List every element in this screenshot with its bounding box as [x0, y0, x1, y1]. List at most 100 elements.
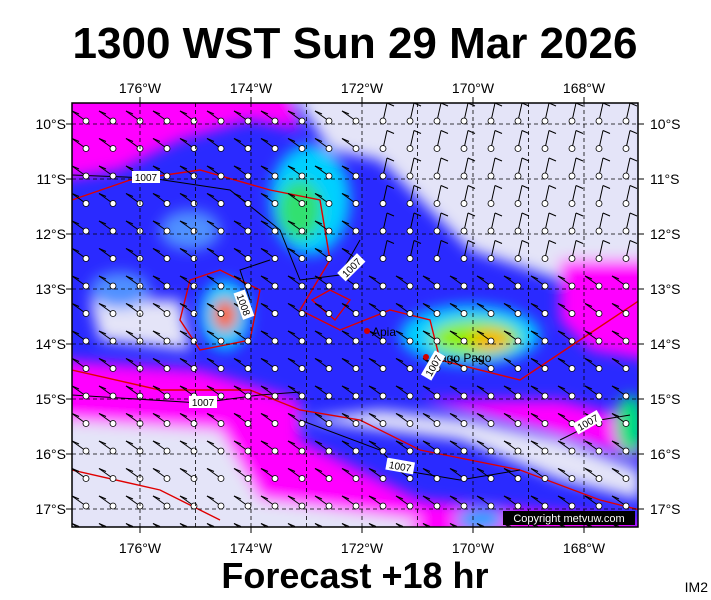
barb-station: [298, 282, 306, 290]
barb-station: [109, 255, 117, 262]
isobar-label: 1007: [132, 171, 160, 184]
wind-barb: [514, 240, 530, 262]
wind-barb: [233, 440, 252, 455]
barb-flag: [530, 358, 539, 362]
barb-flag: [125, 358, 134, 362]
barb-flag: [629, 157, 638, 162]
barb-station: [325, 255, 333, 262]
barb-flag: [602, 185, 611, 189]
barb-station: [406, 172, 414, 180]
barb-station: [379, 447, 387, 455]
barb-station: [190, 365, 198, 372]
barb-flag: [260, 220, 269, 225]
barb-station: [271, 255, 279, 262]
barb-station: [352, 145, 360, 152]
barb-flag: [98, 495, 107, 500]
barb-station: [325, 200, 333, 207]
isobar-label-box: [132, 171, 160, 183]
barb-station: [379, 282, 387, 290]
wind-barb: [233, 523, 242, 527]
barb-staff: [368, 523, 375, 527]
lon-label: 174°W: [230, 540, 273, 556]
barb-station: [244, 117, 252, 125]
lon-label: 174°W: [230, 80, 273, 96]
wind-barb: [233, 385, 252, 400]
wind-barb: [260, 413, 279, 427]
barb-station: [325, 365, 333, 372]
barb-station: [433, 392, 441, 400]
wind-barb: [98, 523, 107, 527]
wind-barb: [98, 303, 117, 317]
barb-station: [271, 420, 279, 427]
barb-flag: [125, 303, 134, 307]
barb-flag: [557, 440, 566, 445]
barb-flag: [476, 303, 485, 307]
wind-barb: [341, 303, 360, 317]
wind-barb: [287, 138, 306, 152]
wind-barb: [287, 275, 306, 290]
barb-flag: [521, 212, 530, 217]
barb-flag: [152, 193, 161, 197]
barb-flag: [206, 440, 215, 445]
barb-flag: [386, 185, 395, 189]
barb-flag: [125, 468, 134, 472]
barb-flag: [179, 440, 188, 445]
barb-station: [460, 117, 468, 125]
barb-flag: [530, 440, 539, 445]
barb-flag: [287, 138, 296, 142]
barb-flag: [72, 193, 80, 197]
barb-flag: [206, 358, 215, 362]
wind-barb: [379, 130, 395, 152]
barb-flag: [179, 220, 188, 225]
barb-flag: [287, 440, 296, 445]
barb-flag: [476, 440, 485, 445]
barb-station: [460, 200, 468, 207]
wind-barb: [584, 303, 603, 317]
barb-station: [622, 117, 630, 125]
barb-station: [595, 172, 603, 180]
barb-flag: [233, 248, 242, 252]
barb-station: [109, 227, 117, 235]
barb-flag: [233, 358, 242, 362]
barb-station: [595, 475, 603, 482]
barb-flag: [287, 495, 296, 500]
barb-flag: [152, 248, 161, 252]
wind-barb: [503, 440, 522, 455]
barb-station: [595, 282, 603, 290]
wind-barb: [98, 275, 117, 290]
wind-barb: [503, 468, 522, 482]
barb-station: [595, 200, 603, 207]
barb-station: [272, 531, 278, 537]
barb-flag: [341, 193, 350, 197]
barb-flag: [602, 130, 611, 134]
barb-flag: [179, 413, 188, 417]
barb-flag: [611, 495, 620, 500]
isobar-label: 1007: [189, 396, 217, 409]
barb-station: [487, 502, 495, 510]
barb-flag: [530, 275, 539, 280]
barb-flag: [341, 495, 350, 500]
barb-flag: [260, 468, 269, 472]
barb-flag: [233, 220, 242, 225]
barb-flag: [449, 440, 458, 445]
barb-flag: [98, 523, 107, 527]
barb-flag: [395, 523, 404, 527]
barb-station: [541, 200, 549, 207]
barb-station: [163, 365, 171, 372]
barb-flag: [287, 275, 296, 280]
wind-barb: [72, 248, 90, 262]
barb-station: [82, 310, 90, 317]
barb-flag: [557, 275, 566, 280]
wind-barb: [379, 240, 395, 262]
barb-station: [244, 337, 252, 345]
barb-station: [433, 227, 441, 235]
wind-barb: [503, 385, 522, 400]
wind-barb: [179, 413, 198, 427]
barb-station: [406, 502, 414, 510]
barb-station: [352, 475, 360, 482]
place-label: Pago Pago: [432, 351, 492, 365]
wind-barb: [98, 330, 117, 345]
barb-station: [487, 172, 495, 180]
barb-flag: [386, 130, 395, 134]
barb-station: [109, 282, 117, 290]
